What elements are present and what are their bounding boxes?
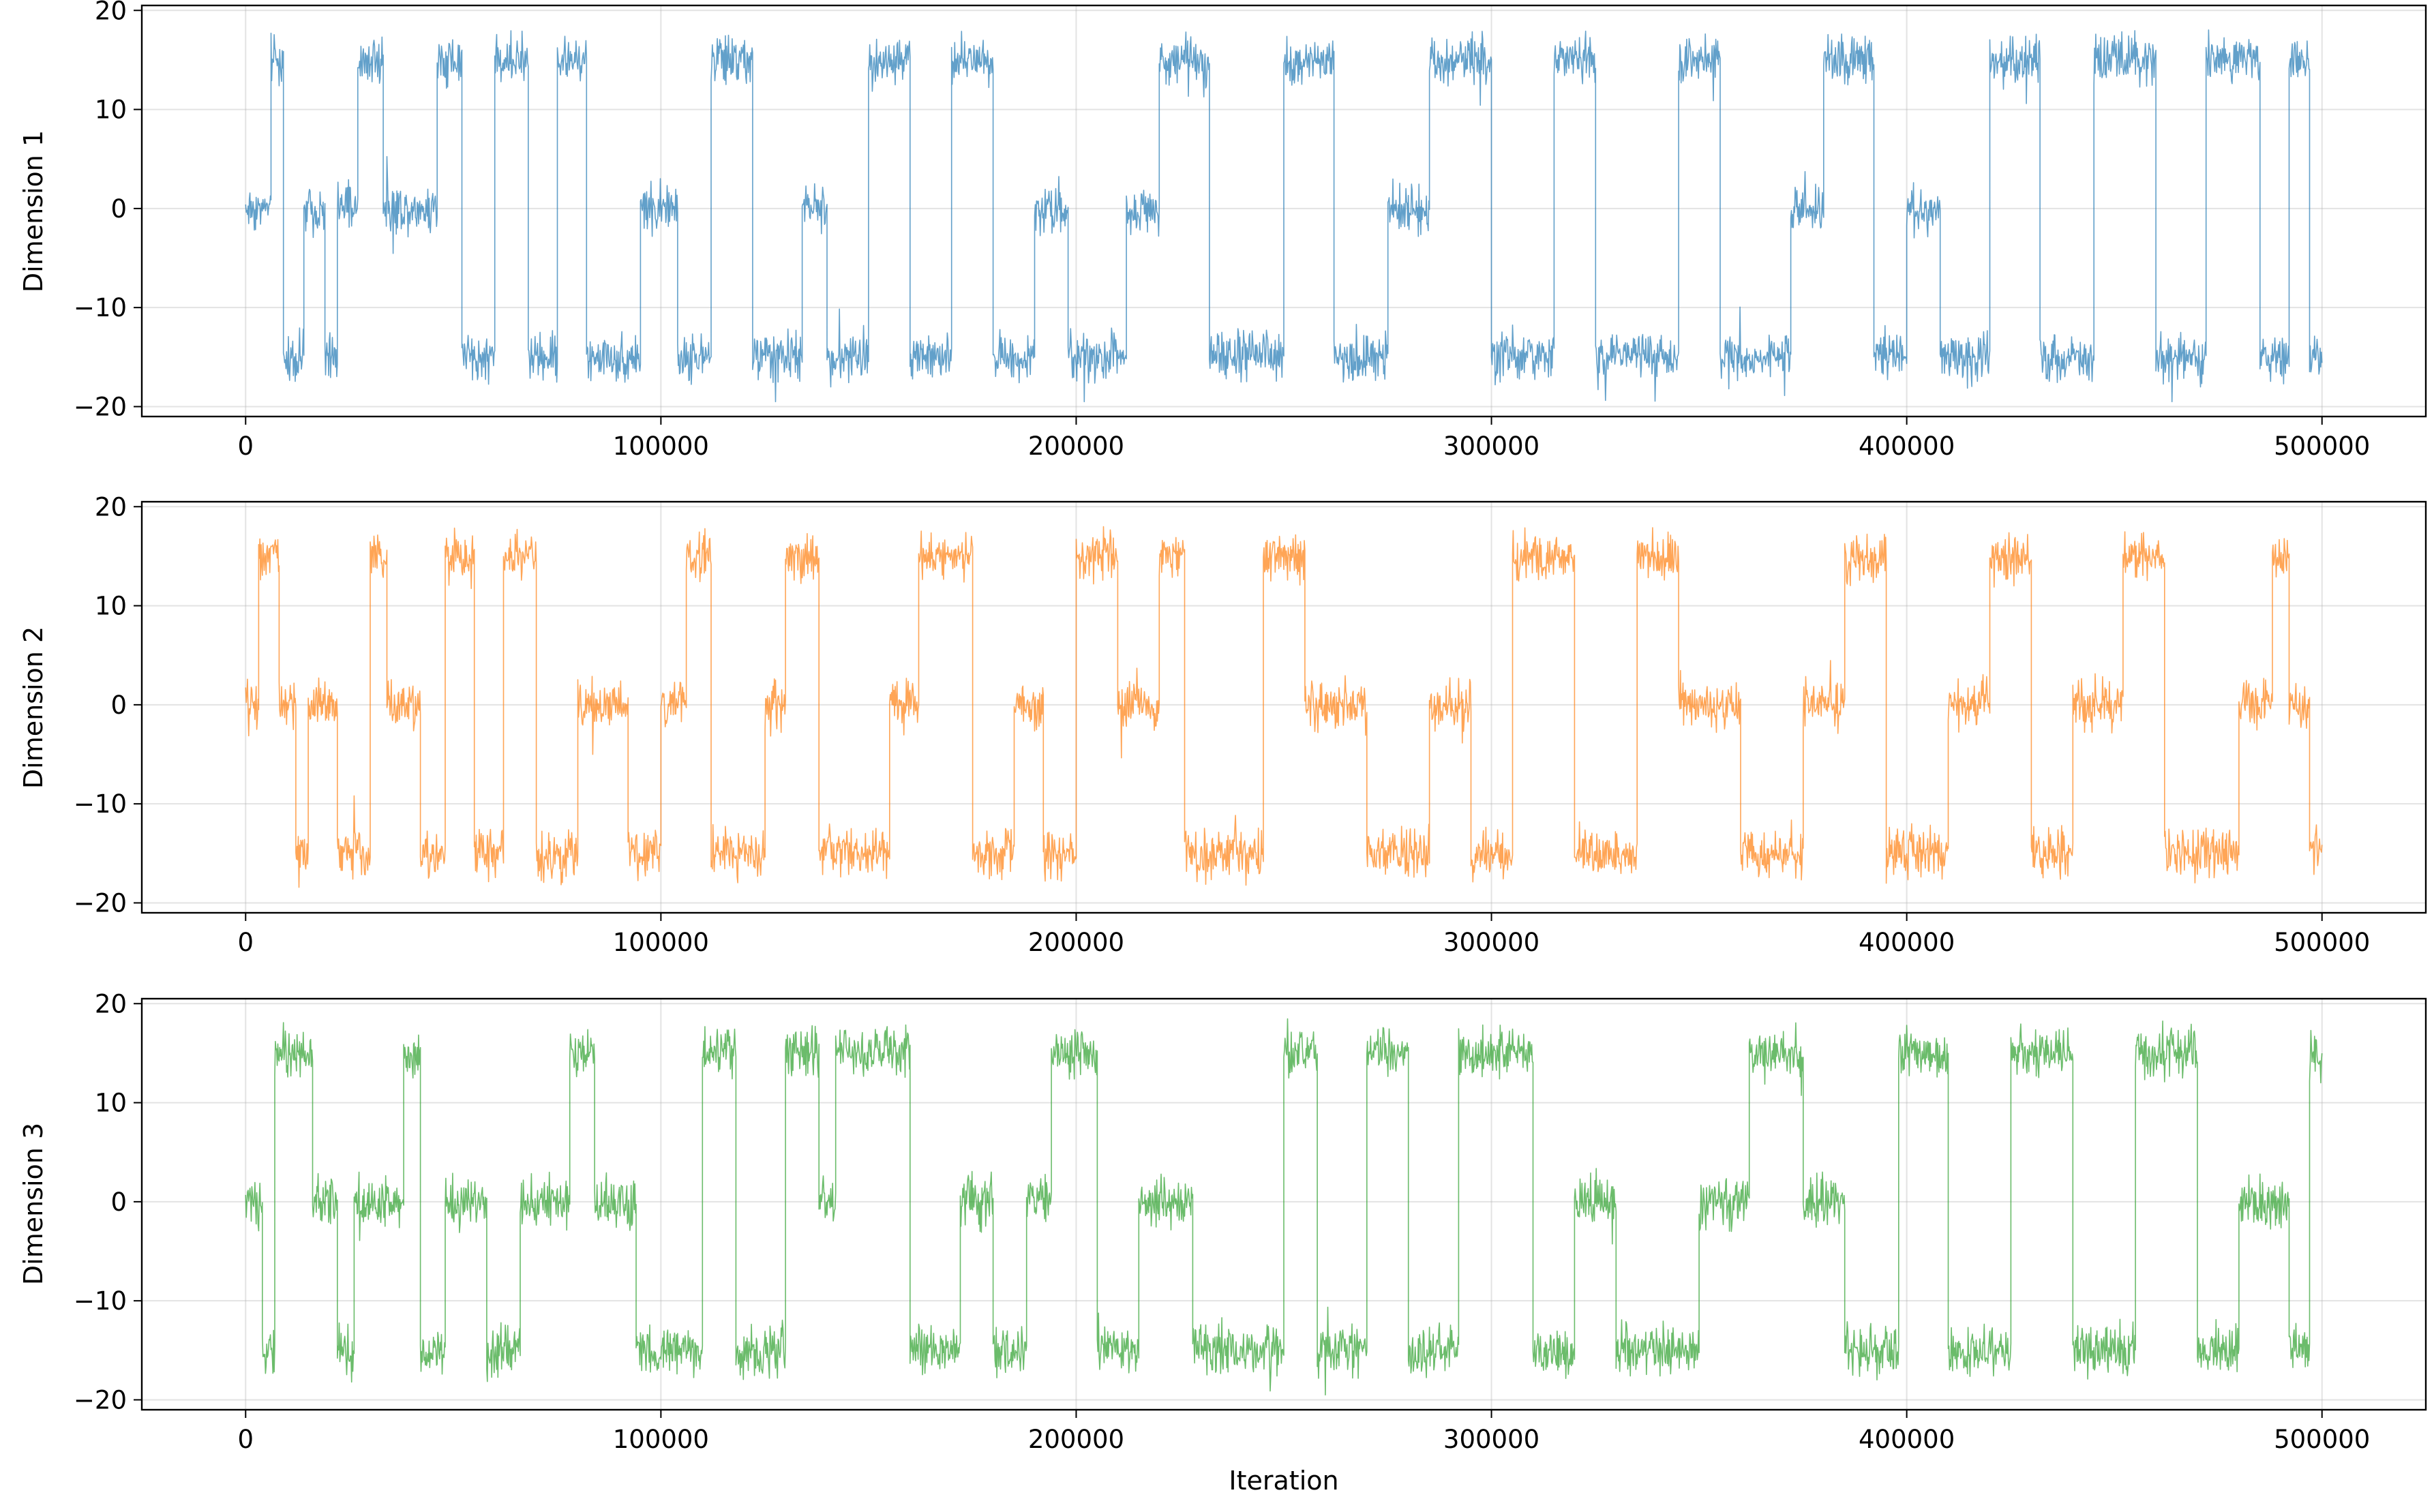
axes-frame-dimension-2 xyxy=(140,500,2427,914)
ytick-label-dimension-1-3: 10 xyxy=(95,95,127,125)
xtick-label-dimension-2-0: 0 xyxy=(237,928,254,957)
ytick-label-dimension-3-4: 20 xyxy=(95,989,127,1018)
series-line-dimension-2 xyxy=(245,526,2323,888)
ytick-label-dimension-3-0: −20 xyxy=(74,1385,127,1415)
xtick-label-dimension-1-4: 400000 xyxy=(1859,432,1955,461)
axes-frame-dimension-3 xyxy=(140,997,2427,1411)
xtick-label-dimension-2-4: 400000 xyxy=(1859,928,1955,957)
ticks-dimension-1: 0 100000 200000 300000 400000 500000 −20 −10 0 10… xyxy=(74,0,2370,461)
ticks-dimension-2: 0 100000 200000 300000 400000 500000 −20 −10 0 10… xyxy=(74,492,2370,957)
ylabel-dimension-2: Dimension 2 xyxy=(18,626,48,789)
xtick-label-dimension-1-0: 0 xyxy=(237,432,254,461)
axes-frame-dimension-1 xyxy=(140,4,2427,418)
ylabel-dimension-3: Dimension 3 xyxy=(18,1123,48,1285)
xtick-label-dimension-3-1: 100000 xyxy=(613,1425,709,1454)
xtick-label-dimension-1-1: 100000 xyxy=(613,432,709,461)
xtick-label-dimension-3-5: 500000 xyxy=(2274,1425,2370,1454)
xtick-label-dimension-2-2: 200000 xyxy=(1028,928,1124,957)
ytick-label-dimension-2-3: 10 xyxy=(95,592,127,621)
ytick-label-dimension-3-3: 10 xyxy=(95,1089,127,1118)
xtick-label-dimension-2-5: 500000 xyxy=(2274,928,2370,957)
xtick-label-dimension-1-2: 200000 xyxy=(1028,432,1124,461)
xtick-label-dimension-2-1: 100000 xyxy=(613,928,709,957)
xtick-label-dimension-3-2: 200000 xyxy=(1028,1425,1124,1454)
xtick-label-dimension-1-5: 500000 xyxy=(2274,432,2370,461)
ytick-label-dimension-2-2: 0 xyxy=(110,691,127,720)
xtick-label-dimension-3-0: 0 xyxy=(237,1425,254,1454)
panel-dimension-1: 0 100000 200000 300000 400000 500000 −20 −10 0 10… xyxy=(18,0,2427,461)
plot-area-dimension-2 xyxy=(245,526,2323,888)
ytick-label-dimension-1-0: −20 xyxy=(74,392,127,421)
panel-dimension-2: 0 100000 200000 300000 400000 500000 −20 −10 0 10… xyxy=(18,492,2427,957)
plot-area-dimension-3 xyxy=(245,1018,2323,1395)
ytick-label-dimension-1-2: 0 xyxy=(110,194,127,224)
ytick-label-dimension-2-1: −10 xyxy=(74,789,127,819)
ytick-label-dimension-1-1: −10 xyxy=(74,293,127,322)
ylabel-dimension-1: Dimension 1 xyxy=(18,130,48,292)
xtick-label-dimension-3-4: 400000 xyxy=(1859,1425,1955,1454)
ytick-label-dimension-3-2: 0 xyxy=(110,1188,127,1217)
xlabel-iteration: Iteration xyxy=(1229,1466,1338,1496)
ytick-label-dimension-1-4: 20 xyxy=(95,0,127,25)
panel-dimension-3: 0 100000 200000 300000 400000 500000 −20 −10 0 10… xyxy=(18,989,2427,1454)
xtick-label-dimension-1-3: 300000 xyxy=(1443,432,1539,461)
series-line-dimension-3 xyxy=(245,1018,2323,1395)
series-line-dimension-1 xyxy=(245,29,2323,402)
xtick-label-dimension-3-3: 300000 xyxy=(1443,1425,1539,1454)
ytick-label-dimension-2-4: 20 xyxy=(95,492,127,521)
ytick-label-dimension-2-0: −20 xyxy=(74,888,127,918)
ticks-dimension-3: 0 100000 200000 300000 400000 500000 −20 −10 0 10… xyxy=(74,989,2370,1454)
xtick-label-dimension-2-3: 300000 xyxy=(1443,928,1539,957)
ytick-label-dimension-3-1: −10 xyxy=(74,1286,127,1316)
plot-area-dimension-1 xyxy=(245,29,2323,402)
